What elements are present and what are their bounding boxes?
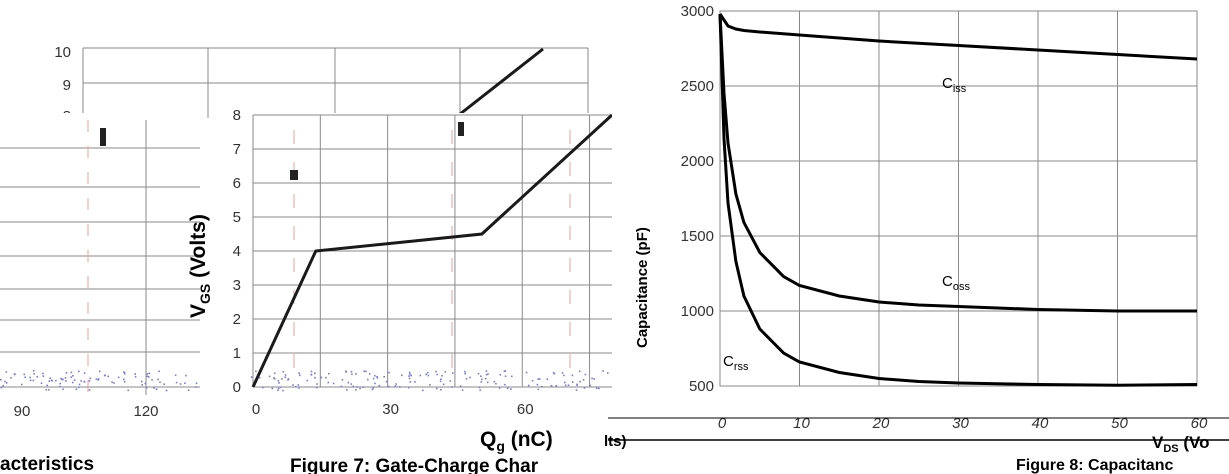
gate-y-tick-2: 2 (233, 311, 241, 328)
gate-y-axis-title: VGS (Volts) (187, 214, 213, 318)
crss-curve (718, 13, 1198, 387)
cap-y-tick-3000: 3000 (681, 3, 714, 20)
gate-x-axis-title: Qg (nC) (480, 428, 553, 454)
gate-x-tick-30: 30 (382, 401, 399, 418)
cap-y-tick-500: 500 (689, 378, 714, 395)
coss-label: Coss (942, 273, 970, 293)
cap-x-tick-50: 50 (1111, 415, 1128, 432)
cap-y-tick-1500: 1500 (681, 228, 714, 245)
left-caption: acteristics (0, 454, 94, 474)
cap-x-tick-40: 40 (1032, 415, 1049, 432)
capacitance-chart: 3000 2500 2000 1500 1000 500 0 10 20 30 40 50 60 Ca… (604, 0, 1229, 474)
upper-y-tick-9: 9 (63, 77, 71, 94)
left-x-tick-90: 90 (14, 403, 31, 420)
gate-y-tick-8: 8 (233, 107, 241, 124)
crss-label: Crss (723, 353, 749, 373)
gate-x-tick-0: 0 (252, 401, 260, 418)
cap-x-tick-0: 0 (718, 415, 727, 432)
gate-y-tick-6: 6 (233, 175, 241, 192)
coss-curve (718, 13, 1197, 313)
upper-y-tick-10: 10 (54, 44, 71, 61)
cap-x-axis-title: VDS (Vo (1152, 433, 1209, 455)
cap-x-tick-30: 30 (952, 415, 969, 432)
cap-y-tick-2500: 2500 (681, 78, 714, 95)
cap-x-tick-10: 10 (793, 415, 810, 432)
gate-y-tick-5: 5 (233, 209, 241, 226)
gate-y-tick-7: 7 (233, 141, 241, 158)
cap-y-tick-1000: 1000 (681, 303, 714, 320)
upper-gate-chart: 10 9 8 (54, 44, 589, 125)
cap-chart-caption: Figure 8: Capacitanc (1016, 457, 1173, 474)
gate-charge-chart: 0 1 2 3 4 5 6 7 8 0 30 60 VGS (Volts) Qg (nC) Figu… (100, 107, 626, 474)
left-fragment-panel: 90 120 acteristics (0, 113, 200, 474)
cap-y-axis-title: Capacitance (pF) (634, 227, 651, 348)
left-x-tick-120: 120 (133, 403, 158, 420)
upper-gate-curve (454, 47, 544, 120)
gate-chart-caption: Figure 7: Gate-Charge Char (290, 456, 539, 474)
gate-x-tick-60: 60 (517, 401, 534, 418)
volts-fragment: lts) (604, 433, 627, 450)
gate-y-tick-0: 0 (233, 379, 241, 396)
cap-x-tick-60: 60 (1191, 415, 1208, 432)
gate-y-tick-4: 4 (233, 243, 241, 260)
ciss-curve (718, 13, 1198, 61)
gate-y-tick-3: 3 (233, 277, 241, 294)
ciss-label: Ciss (942, 75, 967, 95)
cap-x-tick-20: 20 (872, 415, 890, 432)
scan-noise (0, 370, 609, 392)
gate-y-tick-1: 1 (233, 345, 241, 362)
gate-charge-curve (251, 113, 614, 388)
cap-y-tick-2000: 2000 (681, 153, 714, 170)
